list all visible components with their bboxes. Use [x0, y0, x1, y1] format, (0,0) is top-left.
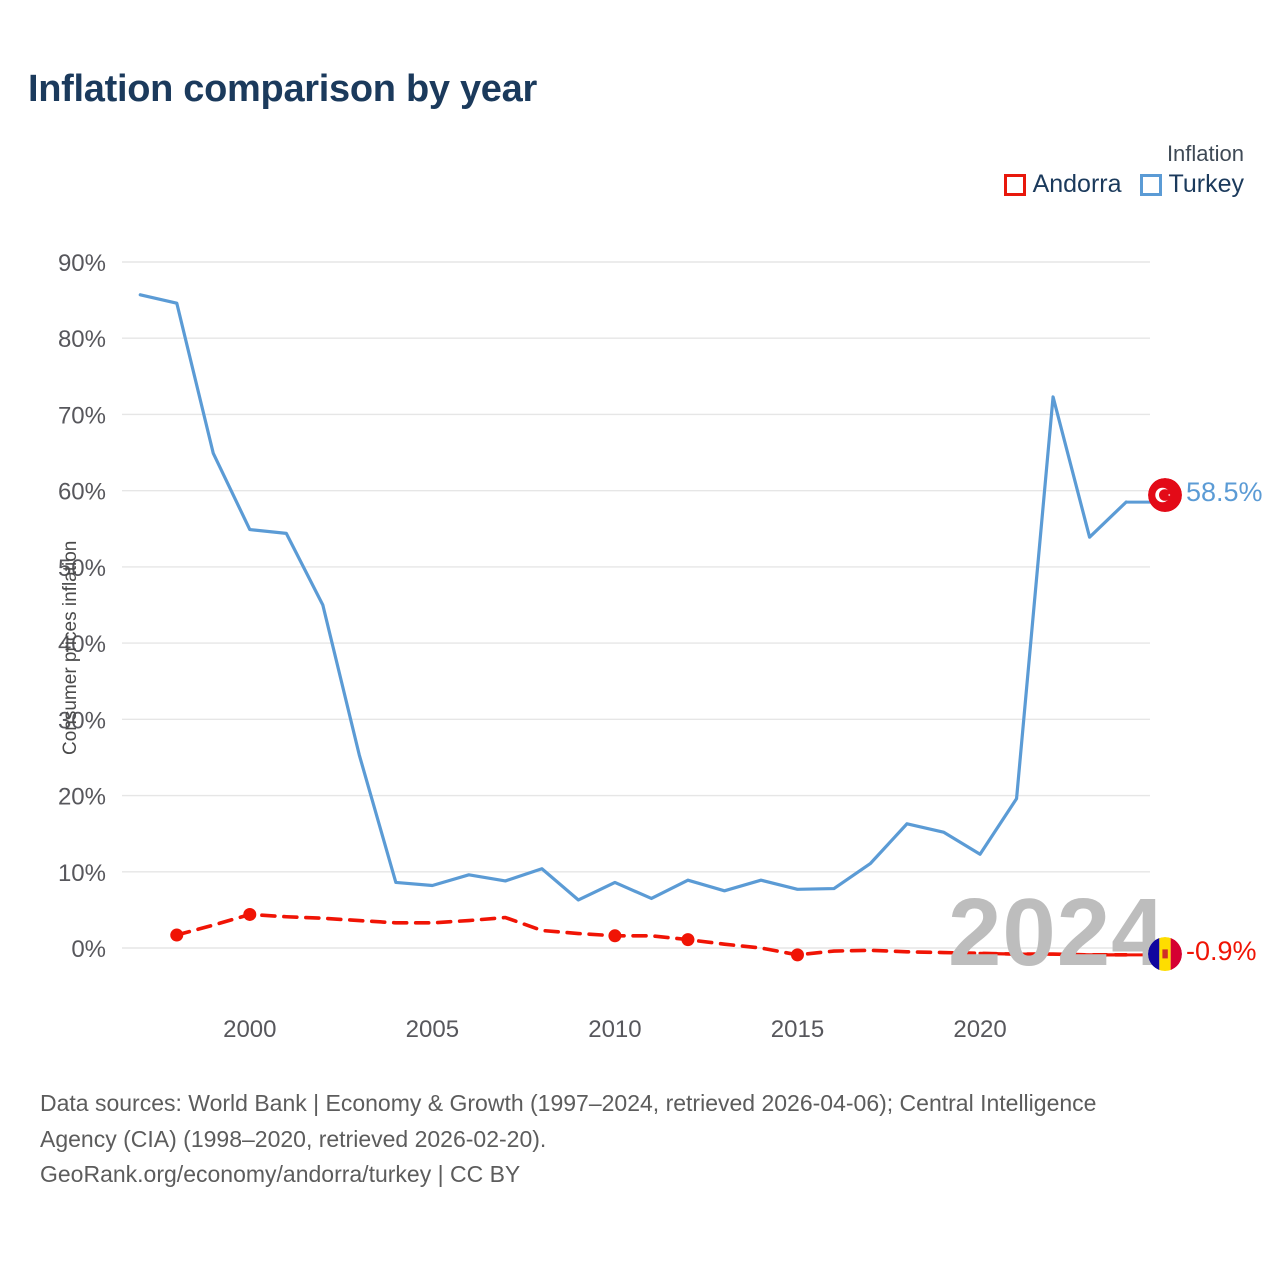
turkey-flag-icon: [1148, 478, 1182, 512]
x-tick-label: 2020: [953, 1016, 1006, 1043]
series-line-andorra: [174, 912, 1128, 957]
data-point-marker: [790, 948, 804, 962]
legend-swatch-turkey: [1139, 173, 1162, 196]
legend-items: Andorra Turkey: [1003, 170, 1244, 199]
andorra-end-label: -0.9%: [1186, 936, 1257, 966]
turkey-end-label: 58.5%: [1186, 477, 1263, 507]
legend-item-turkey[interactable]: Turkey: [1139, 170, 1244, 199]
andorra-flag-icon: [1148, 937, 1182, 971]
legend: Inflation Andorra Turkey: [1003, 141, 1244, 199]
y-tick-label: 10%: [58, 860, 106, 887]
data-point-marker: [608, 929, 622, 943]
series-line-andorra-tail: [978, 951, 1128, 957]
data-point-marker: [681, 933, 695, 947]
legend-label-andorra: Andorra: [1032, 170, 1122, 199]
x-tick-label: 2010: [588, 1016, 641, 1043]
footer-sources: Data sources: World Bank | Economy & Gro…: [40, 1086, 1240, 1193]
x-tick-label: 2015: [771, 1016, 824, 1043]
year-watermark: 2024: [948, 879, 1166, 986]
footer-line-1: Data sources: World Bank | Economy & Gro…: [40, 1090, 1097, 1116]
series-line-turkey: [138, 293, 1128, 902]
legend-title: Inflation: [1166, 141, 1244, 166]
y-axis-title: Consumer prices inflation: [60, 540, 81, 755]
data-point-marker: [243, 907, 257, 921]
y-tick-label: 90%: [58, 250, 106, 277]
x-tick-label: 2005: [406, 1016, 459, 1043]
y-tick-label: 60%: [58, 479, 106, 506]
legend-swatch-andorra: [1003, 173, 1026, 196]
page-title: Inflation comparison by year: [28, 68, 537, 110]
legend-label-turkey: Turkey: [1168, 170, 1244, 199]
footer-line-2: Agency (CIA) (1998–2020, retrieved 2026-…: [40, 1125, 547, 1152]
y-tick-label: 40%: [58, 631, 106, 658]
y-tick-label: 30%: [58, 707, 106, 734]
y-tick-label: 50%: [58, 555, 106, 582]
x-tick-label: 2000: [223, 1016, 276, 1043]
y-tick-label: 20%: [58, 784, 106, 811]
y-tick-label: 70%: [58, 402, 106, 429]
footer-line-3[interactable]: GeoRank.org/economy/andorra/turkey | CC …: [40, 1161, 521, 1188]
legend-item-andorra[interactable]: Andorra: [1003, 170, 1122, 199]
data-point-marker: [170, 928, 184, 942]
y-tick-label: 0%: [71, 936, 106, 963]
y-tick-label: 80%: [58, 326, 106, 353]
